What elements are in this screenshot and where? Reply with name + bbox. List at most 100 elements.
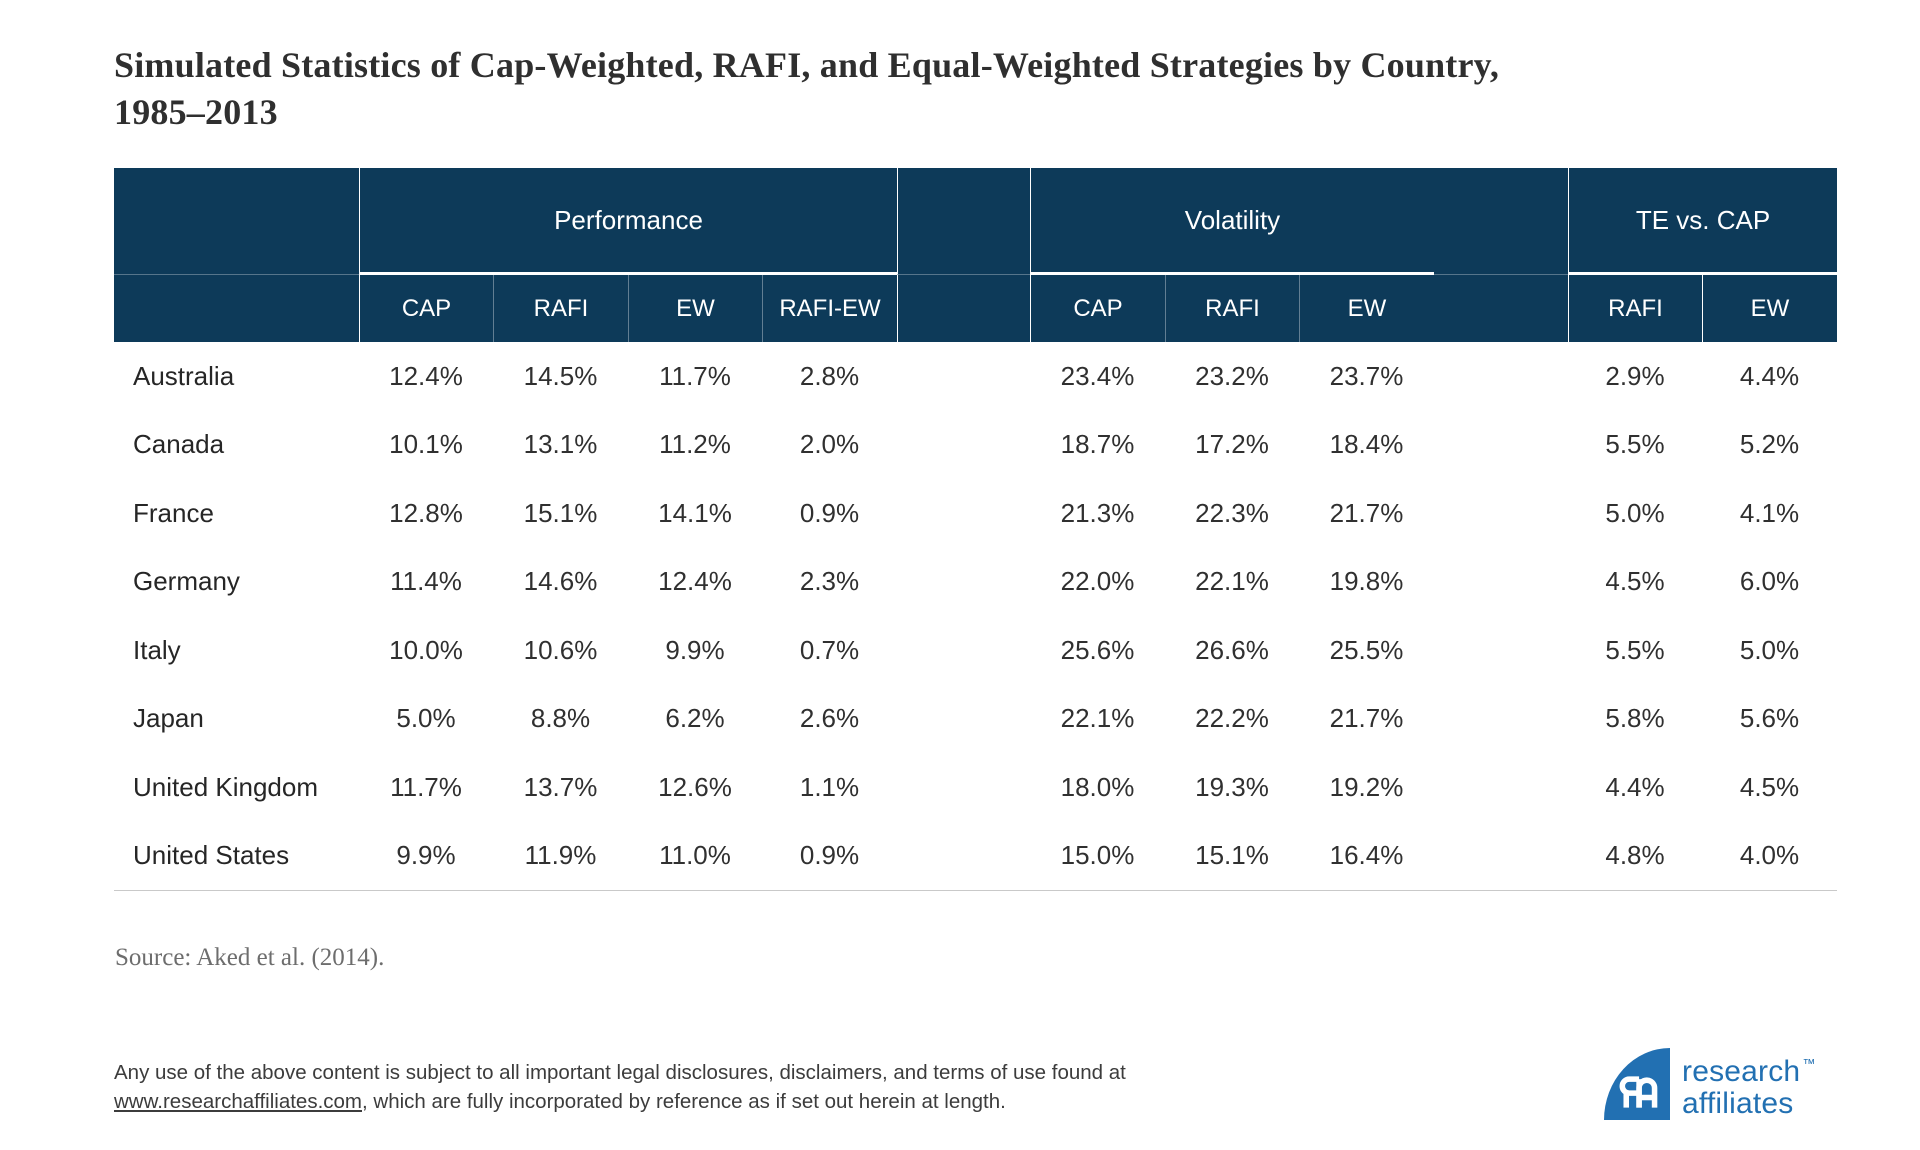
- value-cell: 18.0%: [1060, 771, 1135, 802]
- table-row-japan: Japan 5.0% 8.8% 6.2% 2.6% 22.1% 22.2% 21…: [114, 685, 1837, 754]
- country-subheader-blank: [114, 275, 359, 342]
- col-header-volatility-ew: EW: [1299, 275, 1434, 342]
- value-cell: 5.0%: [1739, 634, 1800, 665]
- logo-wordmark: research ™ affiliates: [1682, 1048, 1816, 1120]
- value-cell: 25.6%: [1060, 634, 1135, 665]
- value-cell: 2.9%: [1605, 360, 1665, 391]
- spacer-cell: [1434, 411, 1568, 480]
- value-cell: 13.1%: [523, 429, 598, 460]
- value-cell: 2.6%: [799, 703, 860, 734]
- legal-link[interactable]: www.researchaffiliates.com: [114, 1090, 362, 1114]
- column-group-performance: Performance: [359, 168, 897, 275]
- table-row-united-kingdom: United Kingdom 11.7% 13.7% 12.6% 1.1% 18…: [114, 753, 1837, 822]
- country-cell: Canada: [133, 429, 225, 460]
- value-cell: 19.8%: [1329, 566, 1404, 597]
- value-cell: 11.0%: [659, 840, 731, 871]
- value-cell: 2.0%: [799, 429, 860, 460]
- page-title: Simulated Statistics of Cap-Weighted, RA…: [114, 42, 1499, 136]
- value-cell: 5.5%: [1605, 634, 1665, 665]
- value-cell: 21.7%: [1329, 703, 1404, 734]
- value-cell: 21.7%: [1329, 497, 1404, 528]
- value-cell: 14.6%: [523, 566, 598, 597]
- spacer-cell: [897, 479, 1030, 548]
- spacer-column-header: [1434, 168, 1568, 275]
- col-header-volatility-rafi: RAFI: [1165, 275, 1299, 342]
- legal-text-line1: Any use of the above content is subject …: [114, 1061, 1126, 1084]
- table-row-canada: Canada 10.1% 13.1% 11.2% 2.0% 18.7% 17.2…: [114, 411, 1837, 480]
- col-header-volatility-cap: CAP: [1030, 275, 1165, 342]
- value-cell: 5.0%: [396, 703, 456, 734]
- value-cell: 10.0%: [389, 634, 463, 665]
- country-cell: Germany: [133, 566, 240, 597]
- country-cell: Australia: [133, 360, 235, 391]
- col-header-te-rafi: RAFI: [1568, 275, 1702, 342]
- value-cell: 9.9%: [396, 840, 456, 871]
- value-cell: 12.4%: [658, 566, 732, 597]
- value-cell: 5.2%: [1739, 429, 1800, 460]
- value-cell: 10.6%: [523, 634, 598, 665]
- spacer-cell: [1434, 479, 1568, 548]
- source-note: Source: Aked et al. (2014).: [115, 944, 385, 971]
- research-affiliates-logo: research ™ affiliates: [1604, 1048, 1816, 1120]
- value-cell: 23.7%: [1329, 360, 1404, 391]
- value-cell: 11.7%: [390, 771, 462, 802]
- value-cell: 0.9%: [799, 497, 860, 528]
- value-cell: 4.0%: [1739, 840, 1800, 871]
- value-cell: 23.2%: [1195, 360, 1269, 391]
- col-header-performance-rafi: RAFI: [493, 275, 628, 342]
- col-header-performance-rafi-ew: RAFI-EW: [762, 275, 897, 342]
- value-cell: 5.8%: [1605, 703, 1665, 734]
- table-row-germany: Germany 11.4% 14.6% 12.4% 2.3% 22.0% 22.…: [114, 548, 1837, 617]
- col-header-performance-cap: CAP: [359, 275, 493, 342]
- value-cell: 26.6%: [1195, 634, 1269, 665]
- table-row-italy: Italy 10.0% 10.6% 9.9% 0.7% 25.6% 26.6% …: [114, 616, 1837, 685]
- spacer-column-header: [897, 168, 1030, 275]
- table-body: Australia 12.4% 14.5% 11.7% 2.8% 23.4% 2…: [114, 342, 1837, 891]
- spacer-cell: [897, 822, 1030, 891]
- logo-wordmark-line2: affiliates: [1682, 1087, 1794, 1120]
- spacer-cell: [1434, 548, 1568, 617]
- value-cell: 18.4%: [1329, 429, 1404, 460]
- column-group-row: Performance Volatility TE vs. CAP: [114, 168, 1837, 275]
- column-group-te-vs-cap: TE vs. CAP: [1568, 168, 1837, 275]
- spacer-cell: [897, 411, 1030, 480]
- spacer-cell: [1434, 753, 1568, 822]
- spacer-cell: [897, 548, 1030, 617]
- value-cell: 2.8%: [799, 360, 860, 391]
- value-cell: 21.3%: [1060, 497, 1135, 528]
- trademark-symbol: ™: [1802, 1056, 1816, 1071]
- value-cell: 22.2%: [1195, 703, 1269, 734]
- value-cell: 22.0%: [1060, 566, 1135, 597]
- value-cell: 2.3%: [799, 566, 860, 597]
- value-cell: 23.4%: [1060, 360, 1135, 391]
- col-header-performance-ew: EW: [628, 275, 762, 342]
- value-cell: 25.5%: [1329, 634, 1404, 665]
- legal-text: Any use of the above content is subject …: [114, 1058, 1126, 1116]
- value-cell: 8.8%: [530, 703, 591, 734]
- value-cell: 4.8%: [1605, 840, 1665, 871]
- col-header-te-ew: EW: [1702, 275, 1837, 342]
- value-cell: 5.6%: [1739, 703, 1800, 734]
- column-group-volatility: Volatility: [1030, 168, 1434, 275]
- country-cell: France: [133, 497, 214, 528]
- spacer-cell: [897, 342, 1030, 411]
- value-cell: 11.9%: [524, 840, 597, 871]
- value-cell: 22.1%: [1060, 703, 1135, 734]
- value-cell: 16.4%: [1329, 840, 1404, 871]
- value-cell: 4.4%: [1739, 360, 1800, 391]
- spacer-cell: [897, 616, 1030, 685]
- column-header-row: CAP RAFI EW RAFI-EW CAP RAFI EW RAFI EW: [114, 275, 1837, 342]
- value-cell: 4.5%: [1605, 566, 1665, 597]
- spacer-cell: [1434, 616, 1568, 685]
- value-cell: 12.8%: [389, 497, 463, 528]
- country-cell: United States: [133, 840, 290, 871]
- country-header-blank: [114, 168, 359, 275]
- spacer-cell: [1434, 822, 1568, 891]
- value-cell: 9.9%: [665, 634, 725, 665]
- spacer-column: [897, 275, 1030, 342]
- value-cell: 19.2%: [1329, 771, 1404, 802]
- value-cell: 6.2%: [665, 703, 725, 734]
- value-cell: 13.7%: [523, 771, 598, 802]
- value-cell: 5.0%: [1605, 497, 1665, 528]
- figure-content: Simulated Statistics of Cap-Weighted, RA…: [114, 0, 1837, 1150]
